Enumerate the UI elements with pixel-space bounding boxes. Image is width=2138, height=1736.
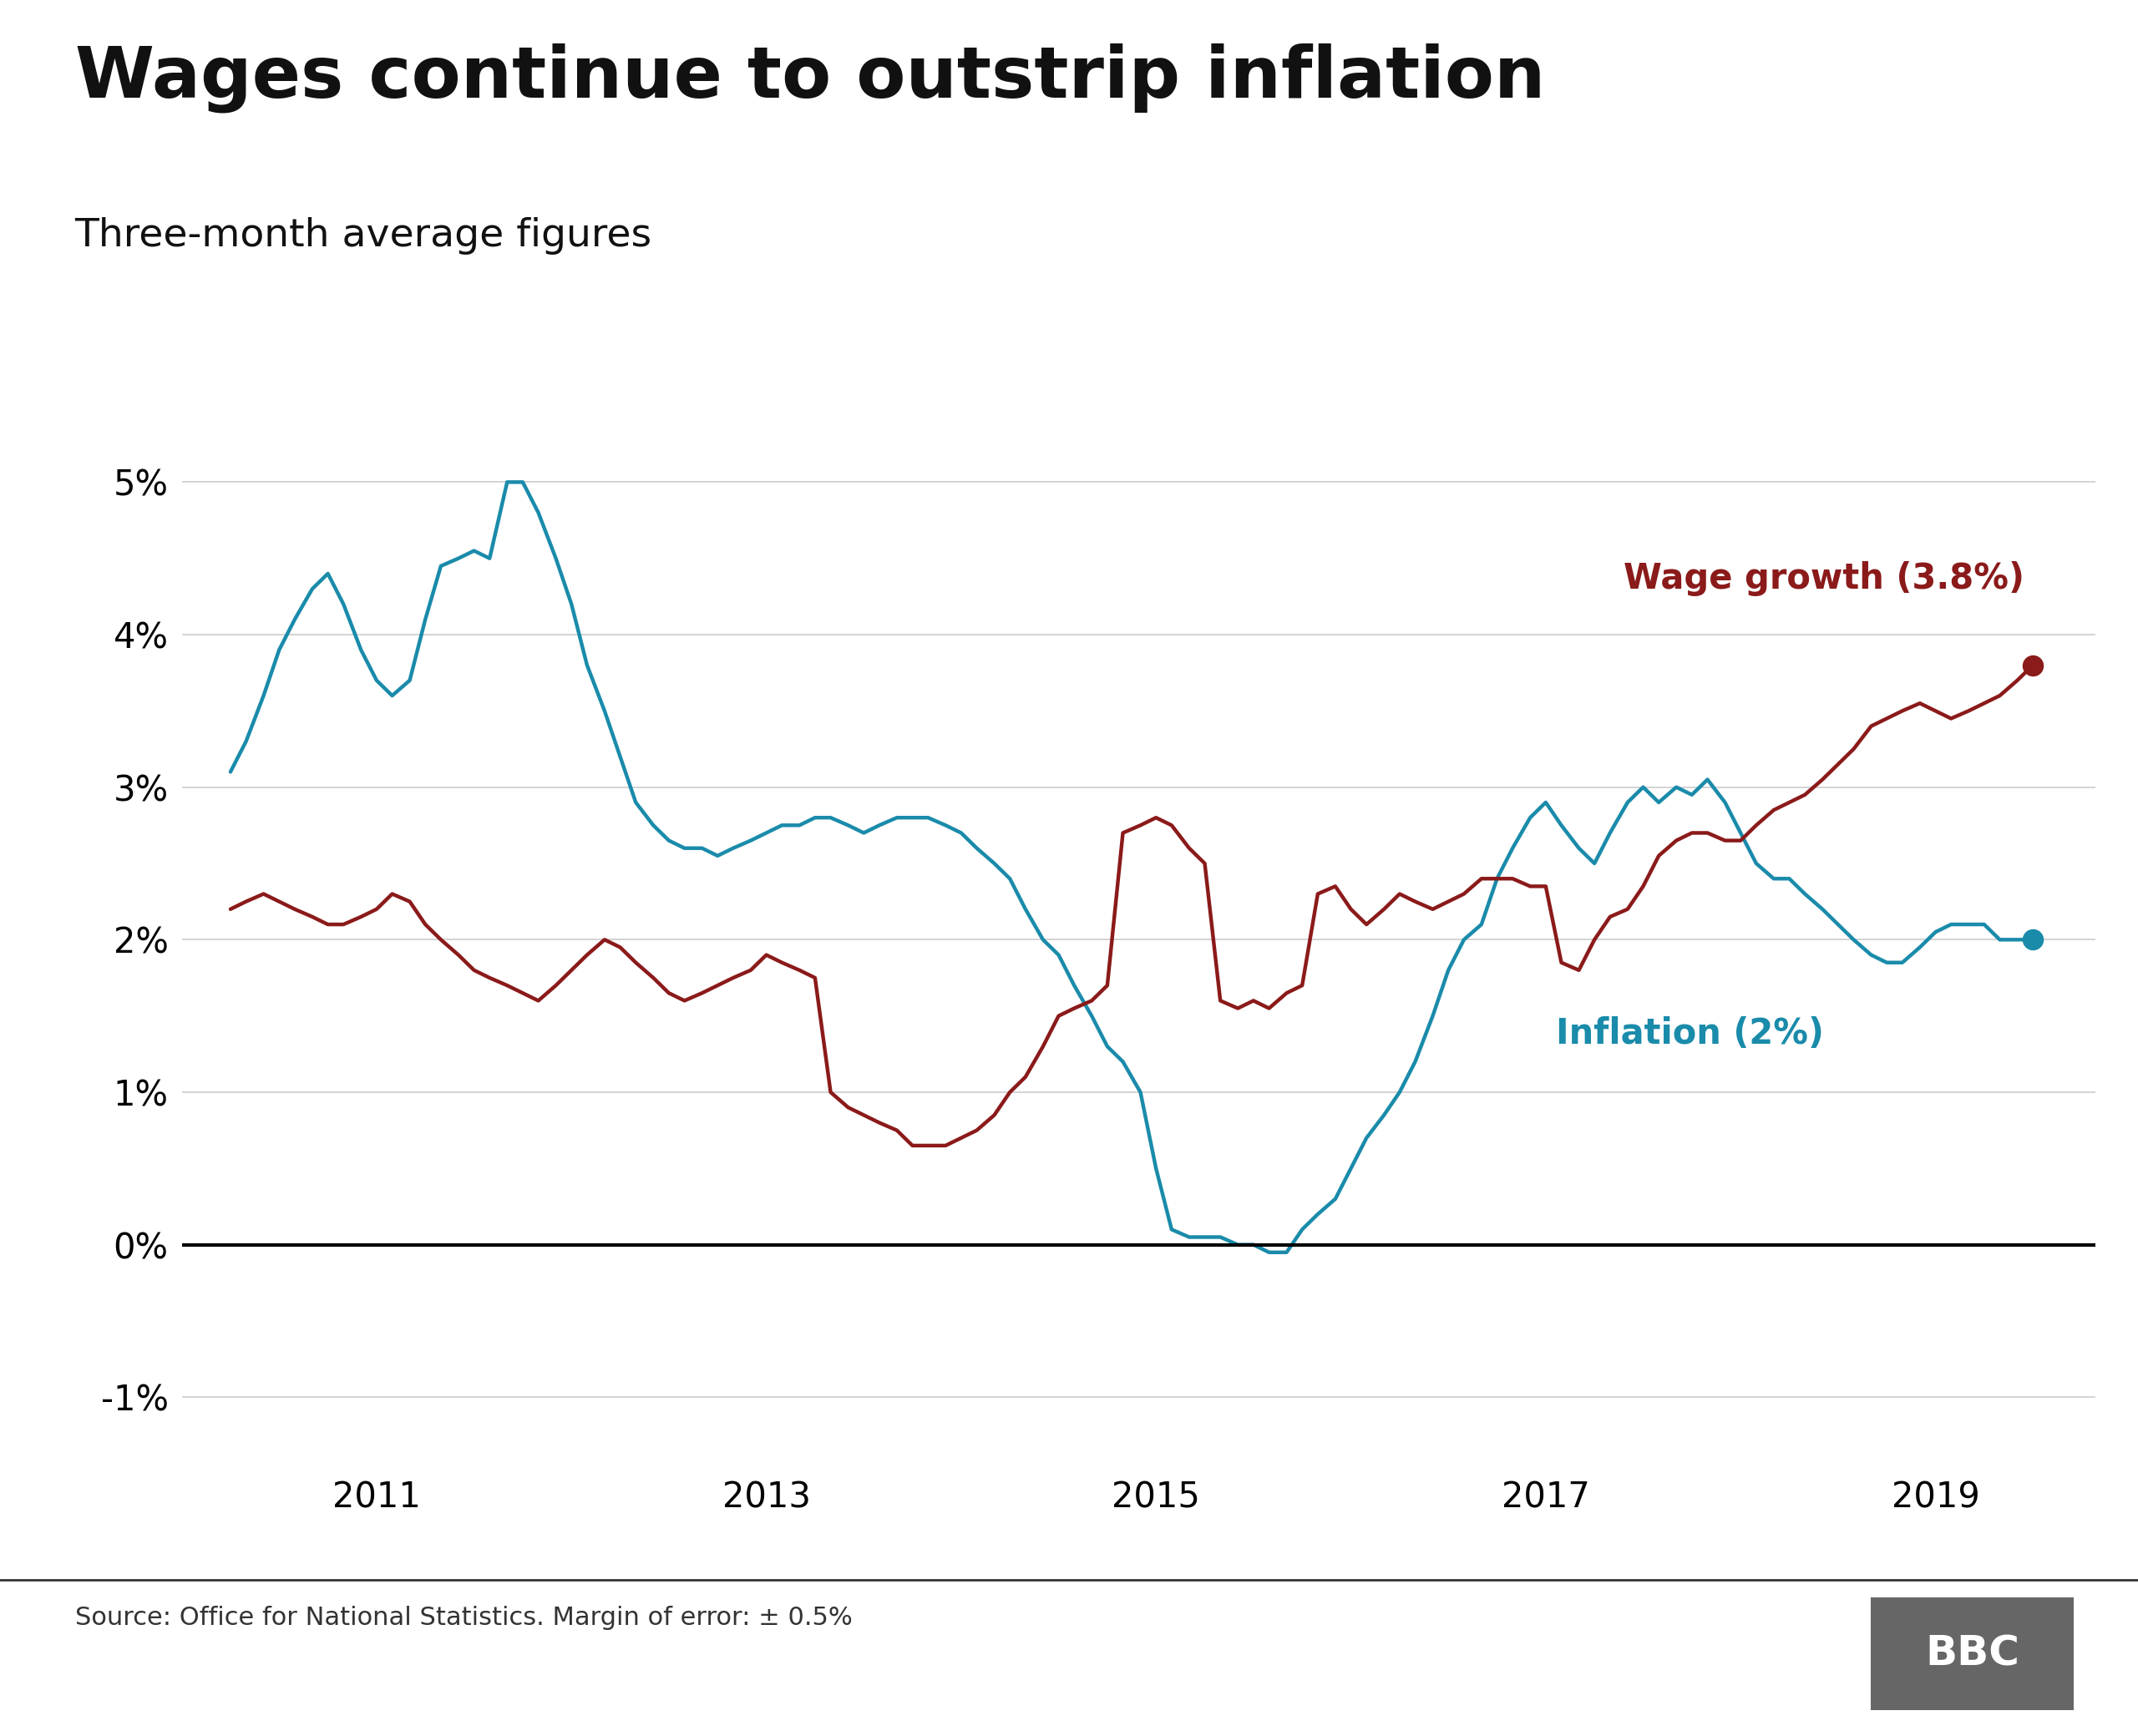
Point: [2016, 925, 2050, 953]
Point: [2016, 651, 2050, 679]
Text: Inflation (2%): Inflation (2%): [1556, 1016, 1824, 1050]
Text: Three-month average figures: Three-month average figures: [75, 217, 652, 255]
Text: Source: Office for National Statistics. Margin of error: ± 0.5%: Source: Office for National Statistics. …: [75, 1606, 853, 1630]
Text: Wage growth (3.8%): Wage growth (3.8%): [1623, 561, 2025, 597]
Text: BBC: BBC: [1924, 1634, 2020, 1674]
Text: Wages continue to outstrip inflation: Wages continue to outstrip inflation: [75, 43, 1546, 113]
